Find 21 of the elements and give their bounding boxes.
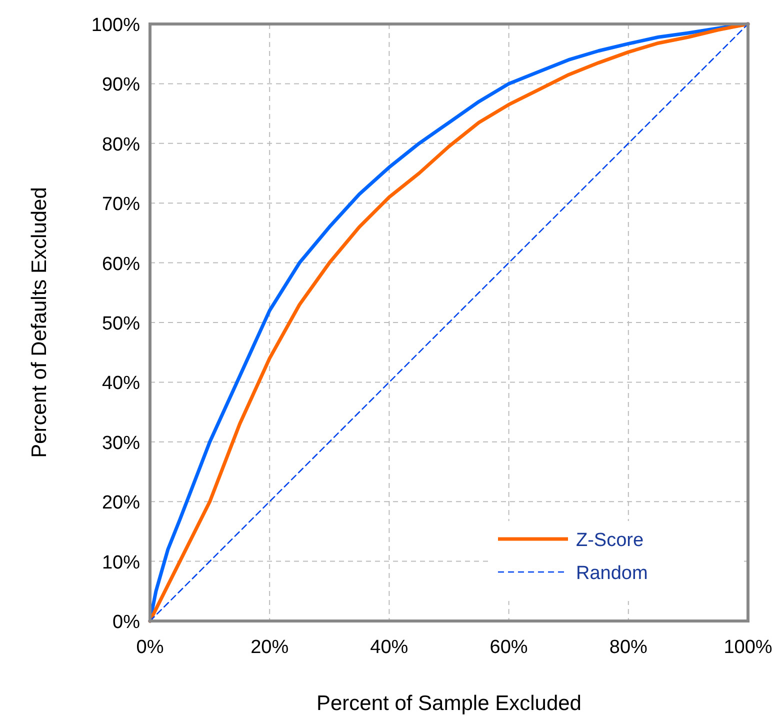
y-tick-label: 80%: [102, 134, 140, 156]
legend-label: Random: [576, 563, 648, 584]
y-tick-label: 50%: [102, 314, 140, 334]
y-tick-label: 90%: [102, 74, 140, 96]
y-tick-label: 20%: [102, 492, 140, 514]
x-axis-title: Percent of Sample Excluded: [316, 692, 582, 715]
x-tick-label: 0%: [136, 637, 164, 658]
y-tick-label: 40%: [102, 373, 140, 394]
legend-label: Z-Score: [576, 530, 644, 551]
y-tick-label: 70%: [102, 194, 140, 216]
y-tick-label: 10%: [102, 552, 140, 574]
y-tick-label: 100%: [91, 15, 140, 36]
x-tick-label: 80%: [609, 637, 648, 658]
y-tick-label: 30%: [102, 432, 140, 454]
y-axis-title: Percent of Defaults Excluded: [28, 187, 51, 458]
x-tick-label: 20%: [250, 637, 289, 658]
y-tick-label: 60%: [102, 254, 140, 275]
x-tick-label: 60%: [490, 637, 528, 658]
y-tick-label: 0%: [112, 612, 140, 633]
x-tick-label: 40%: [370, 637, 408, 658]
x-tick-label: 100%: [724, 637, 772, 658]
